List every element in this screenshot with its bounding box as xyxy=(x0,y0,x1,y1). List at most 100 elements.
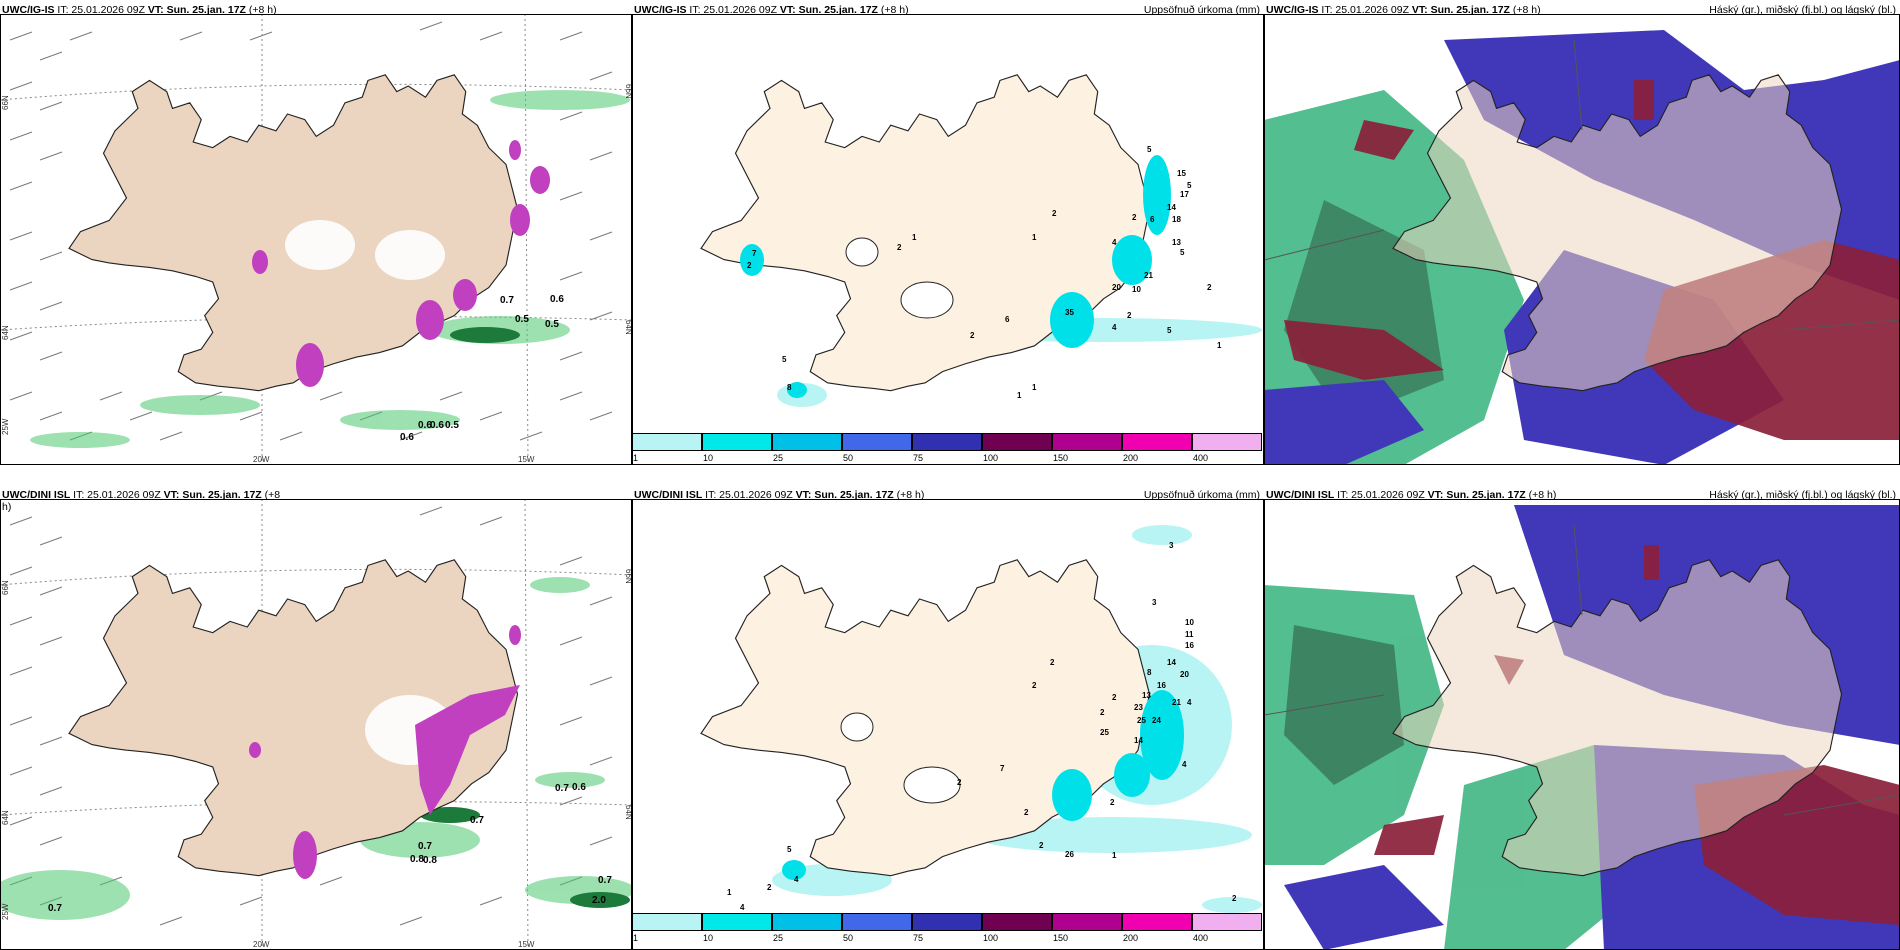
p2-value: 13 xyxy=(1172,238,1181,247)
colorbar-swatch xyxy=(772,913,842,931)
panel-header: UWC/IG-IS IT: 25.01.2026 09Z VT: Sun. 25… xyxy=(2,4,277,16)
colorbar-swatch xyxy=(1192,913,1262,931)
p1-value: 0.5 xyxy=(445,420,459,431)
p2-value: 1 xyxy=(1017,391,1022,400)
p2-value: 15 xyxy=(1177,169,1186,178)
p1-value: 0.5 xyxy=(545,319,559,330)
colorbar-label: 50 xyxy=(843,453,854,463)
p5-value: 3 xyxy=(1152,598,1157,607)
colorbar-label: 10 xyxy=(703,453,714,463)
colorbar-swatch xyxy=(772,433,842,451)
p2-value: 17 xyxy=(1180,190,1189,199)
colorbar-label: 75 xyxy=(913,453,924,463)
p2-value: 5 xyxy=(1180,248,1185,257)
panel-title: Uppsöfnuð úrkoma (mm) xyxy=(1143,4,1260,16)
p1-value: 0.5 xyxy=(515,314,529,325)
map-clouds-top xyxy=(1264,14,1900,465)
colorbar-swatch xyxy=(842,433,912,451)
p2-value: 5 xyxy=(1187,181,1192,190)
lat-label-right-64n: 64N xyxy=(624,805,632,820)
panel-header: UWC/DINI ISL IT: 25.01.2026 09Z VT: Sun.… xyxy=(634,489,925,501)
p2-value: 6 xyxy=(1005,315,1010,324)
p5-value: 8 xyxy=(1147,668,1152,677)
p4-value: 0.7 xyxy=(470,815,484,826)
p4-value: 2.0 xyxy=(592,895,606,906)
colorbar-label: 400 xyxy=(1193,933,1209,943)
lat-label-right-64n: 64N xyxy=(624,320,632,335)
panel-wind-precip-bottom: 0.7 0.6 0.7 0.7 0.8 0.8 0.7 0.7 2.0 20W … xyxy=(0,485,632,950)
panel-title: Háský (gr.), miðský (fj.bl.) og lágský (… xyxy=(1709,489,1896,501)
p5-value: 2 xyxy=(1100,708,1105,717)
colorbar-swatch xyxy=(1192,433,1262,451)
panel-accum-precip-top: 5 15 5 17 14 18 2 2 6 1 4 13 5 21 10 2 2… xyxy=(632,0,1264,465)
p2-value: 5 xyxy=(1167,326,1172,335)
colorbar-label: 150 xyxy=(1053,453,1069,463)
p2-value: 2 xyxy=(1207,283,1212,292)
p5-value: 25 xyxy=(1100,728,1109,737)
colorbar: 1 10 25 50 75 100 150 200 400 xyxy=(632,913,1264,947)
p2-value: 5 xyxy=(782,355,787,364)
p2-value: 20 xyxy=(1112,283,1121,292)
p5-value: 23 xyxy=(1134,703,1143,712)
lat-label-64n: 64N xyxy=(1,325,10,340)
colorbar-label: 75 xyxy=(913,933,924,943)
p5-value: 2 xyxy=(1032,681,1037,690)
p2-value: 7 xyxy=(752,249,757,258)
colorbar-label: 200 xyxy=(1123,933,1139,943)
p1-value: 0.7 xyxy=(500,295,514,306)
p5-value: 4 xyxy=(1187,698,1192,707)
colorbar-swatch xyxy=(1122,913,1192,931)
p4-value: 0.7 xyxy=(555,783,569,794)
p2-value: 1 xyxy=(1032,383,1037,392)
lon-label-15w: 15W xyxy=(518,940,535,949)
map-frame xyxy=(632,499,1264,950)
colorbar-label: 200 xyxy=(1123,453,1139,463)
lon-label-15w: 15W xyxy=(518,455,535,464)
panel-wind-precip-top: 0.6 0.5 0.7 0.5 0.6 0.6 0.6 0.5 20W 15W … xyxy=(0,0,632,465)
colorbar-label: 1 xyxy=(633,453,639,463)
p4-value: 0.7 xyxy=(418,841,432,852)
lat-label-right-66n: 66N xyxy=(624,84,632,99)
p2-value: 8 xyxy=(787,383,792,392)
p2-value: 35 xyxy=(1065,308,1074,317)
panel-accum-precip-bottom: 3 3 10 11 16 14 20 2 8 2 2 13 16 21 23 4… xyxy=(632,485,1264,950)
precip-magenta xyxy=(252,140,550,387)
p4-value: 0.8 xyxy=(410,854,424,865)
map-frame xyxy=(1264,14,1900,465)
lon-label-20w: 20W xyxy=(253,940,270,949)
p5-value: 26 xyxy=(1065,850,1074,859)
panel-clouds-bottom: UWC/DINI ISL IT: 25.01.2026 09Z VT: Sun.… xyxy=(1264,485,1900,950)
p5-value: 21 xyxy=(1172,698,1181,707)
colorbar-label: 150 xyxy=(1053,933,1069,943)
p2-value: 1 xyxy=(1032,233,1037,242)
colorbar-swatch xyxy=(702,433,772,451)
p4-value: 0.7 xyxy=(598,875,612,886)
p5-value: 2 xyxy=(1110,798,1115,807)
map-frame xyxy=(0,499,632,950)
p5-value: 2 xyxy=(767,883,772,892)
p2-value: 1 xyxy=(1217,341,1222,350)
map-frame xyxy=(632,14,1264,465)
colorbar-swatch xyxy=(982,913,1052,931)
p5-value: 2 xyxy=(1112,693,1117,702)
panel-header: UWC/IG-IS IT: 25.01.2026 09Z VT: Sun. 25… xyxy=(1266,4,1541,16)
p1-value: 0.6 xyxy=(418,420,432,431)
panel-header: UWC/DINI ISL IT: 25.01.2026 09Z VT: Sun.… xyxy=(2,489,281,513)
p2-value: 2 xyxy=(970,331,975,340)
p4-value: 0.8 xyxy=(423,855,437,866)
p5-value: 10 xyxy=(1185,618,1194,627)
colorbar-label: 1 xyxy=(633,933,639,943)
colorbar-swatch xyxy=(842,913,912,931)
p2-value: 10 xyxy=(1132,285,1141,294)
p5-value: 4 xyxy=(794,875,799,884)
p1-value: 0.6 xyxy=(550,294,564,305)
p1-value: 0.6 xyxy=(400,432,414,443)
colorbar-swatch xyxy=(1052,913,1122,931)
p5-value: 11 xyxy=(1185,630,1194,639)
panel-title: Uppsöfnuð úrkoma (mm) xyxy=(1143,489,1260,501)
p2-value: 21 xyxy=(1144,271,1153,280)
colorbar-label: 25 xyxy=(773,453,784,463)
colorbar-label: 400 xyxy=(1193,453,1209,463)
p4-value: 0.7 xyxy=(48,903,62,914)
p5-value: 25 xyxy=(1137,716,1146,725)
